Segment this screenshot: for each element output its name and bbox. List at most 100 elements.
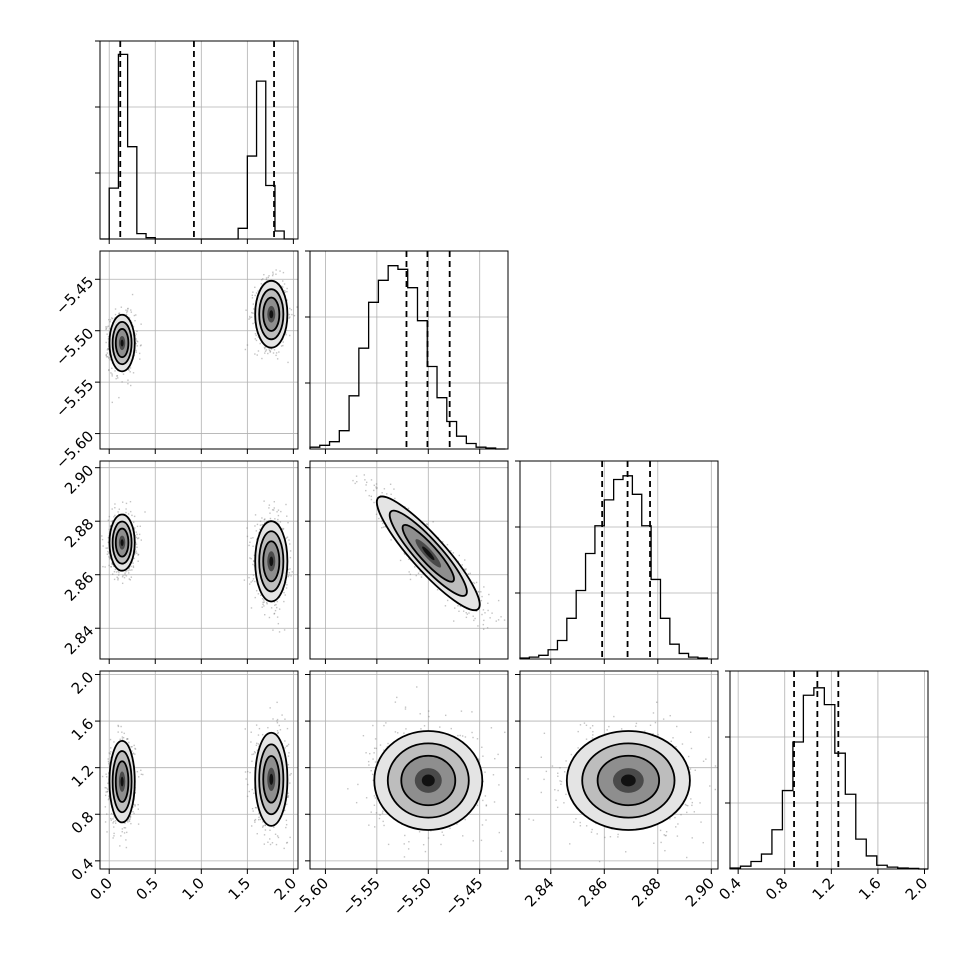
sample-point bbox=[127, 383, 129, 385]
sample-point bbox=[252, 312, 254, 314]
sample-point bbox=[255, 807, 257, 809]
sample-point bbox=[109, 738, 112, 741]
sample-point bbox=[288, 752, 290, 754]
sample-point bbox=[134, 551, 137, 554]
sample-point bbox=[121, 828, 124, 830]
sample-point bbox=[250, 731, 252, 733]
sample-point bbox=[105, 328, 108, 330]
sample-point bbox=[132, 810, 134, 813]
sample-point bbox=[102, 565, 104, 568]
contour-line bbox=[254, 279, 289, 349]
sample-point bbox=[108, 552, 110, 554]
sample-point bbox=[136, 340, 138, 342]
sample-point bbox=[272, 352, 275, 354]
sample-point bbox=[108, 348, 110, 351]
sample-point bbox=[134, 535, 137, 537]
sample-point bbox=[266, 601, 268, 604]
sample-point bbox=[276, 701, 278, 704]
sample-point bbox=[126, 738, 128, 741]
contour-line bbox=[108, 513, 136, 572]
sample-point bbox=[264, 352, 266, 354]
sample-point bbox=[137, 823, 140, 825]
sample-point bbox=[282, 341, 284, 343]
sample-point bbox=[261, 524, 263, 526]
sample-point bbox=[111, 573, 114, 575]
sample-point bbox=[282, 286, 284, 288]
sample-point bbox=[268, 349, 271, 352]
sample-point bbox=[136, 546, 138, 548]
sample-point bbox=[132, 325, 135, 328]
panel-content bbox=[100, 461, 298, 659]
sample-point bbox=[278, 631, 281, 633]
sample-point bbox=[266, 603, 268, 605]
sample-point bbox=[118, 312, 120, 315]
sample-point bbox=[252, 574, 255, 576]
sample-point bbox=[134, 805, 136, 807]
sample-point bbox=[254, 580, 256, 583]
sample-point bbox=[139, 525, 141, 527]
sample-point bbox=[288, 539, 290, 541]
sample-point bbox=[289, 556, 292, 559]
sample-point bbox=[289, 550, 292, 552]
sample-point bbox=[129, 816, 131, 818]
sample-point bbox=[263, 834, 266, 836]
sample-point bbox=[113, 741, 115, 743]
sample-point bbox=[296, 306, 298, 308]
sample-point bbox=[278, 608, 281, 610]
sample-point bbox=[287, 795, 290, 797]
sample-point bbox=[257, 336, 260, 338]
sample-point bbox=[284, 747, 286, 749]
sample-point bbox=[249, 541, 251, 543]
sample-point bbox=[257, 818, 260, 821]
sample-point bbox=[280, 285, 283, 288]
sample-point bbox=[271, 274, 274, 277]
sample-point bbox=[277, 518, 279, 521]
sample-point bbox=[257, 743, 260, 745]
sample-point bbox=[276, 616, 279, 618]
sample-point bbox=[125, 502, 128, 505]
sample-point bbox=[130, 565, 132, 568]
sample-point bbox=[282, 528, 284, 531]
sample-point bbox=[106, 788, 109, 790]
sample-point bbox=[255, 530, 258, 532]
sample-point bbox=[108, 795, 110, 798]
sample-point bbox=[114, 568, 117, 571]
sample-point bbox=[120, 835, 122, 837]
sample-point bbox=[118, 312, 121, 314]
sample-point bbox=[111, 375, 113, 377]
sample-point bbox=[246, 527, 248, 529]
sample-point bbox=[108, 356, 110, 359]
sample-point bbox=[124, 827, 127, 829]
sample-point bbox=[106, 813, 108, 815]
sample-point bbox=[104, 806, 107, 808]
sample-point bbox=[108, 556, 110, 558]
density-peak bbox=[120, 339, 124, 347]
sample-point bbox=[106, 791, 109, 793]
sample-point bbox=[261, 517, 263, 519]
sample-point bbox=[246, 535, 249, 538]
sample-point bbox=[110, 566, 112, 568]
sample-point bbox=[128, 317, 131, 319]
sample-point bbox=[254, 525, 256, 527]
sample-point bbox=[263, 500, 265, 502]
panel-frame bbox=[309, 250, 509, 450]
sample-point bbox=[135, 338, 137, 340]
sample-point bbox=[110, 817, 112, 820]
sample-point bbox=[278, 351, 280, 353]
sample-point bbox=[256, 749, 259, 751]
sample-point bbox=[266, 520, 268, 522]
sample-point bbox=[272, 509, 275, 511]
sample-point bbox=[132, 806, 134, 808]
sample-point bbox=[107, 338, 110, 340]
panel-frame bbox=[729, 670, 929, 870]
sample-point bbox=[140, 344, 142, 346]
sample-point bbox=[106, 831, 108, 833]
sample-point bbox=[248, 583, 251, 585]
sample-point bbox=[129, 569, 131, 571]
sample-point bbox=[105, 356, 108, 358]
sample-point bbox=[136, 340, 139, 343]
sample-point bbox=[113, 516, 115, 518]
sample-point bbox=[249, 317, 251, 319]
contour-line bbox=[262, 296, 281, 332]
